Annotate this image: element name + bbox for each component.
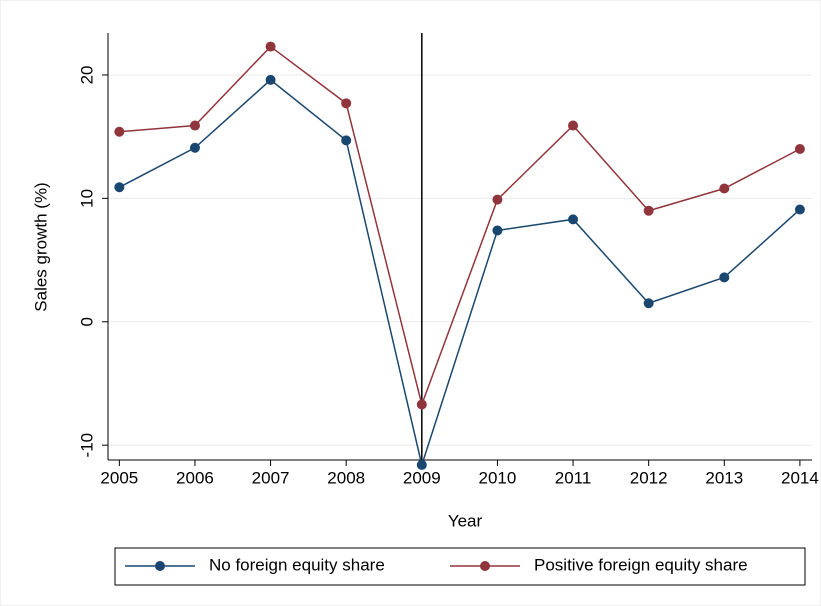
data-point: [265, 41, 276, 52]
legend-label: No foreign equity share: [209, 555, 385, 574]
series-line: [118, 78, 801, 468]
legend-marker: [155, 561, 165, 571]
data-point: [265, 74, 276, 85]
data-point: [643, 205, 654, 216]
data-point: [189, 120, 200, 131]
legend-marker: [480, 561, 490, 571]
x-tick-label: 2014: [781, 468, 819, 487]
x-axis-title: Year: [448, 511, 483, 530]
y-tick-label: 0: [77, 317, 96, 326]
data-point: [189, 142, 200, 153]
y-axis-title: Sales growth (%): [31, 182, 50, 311]
data-point: [794, 144, 805, 155]
data-point: [794, 204, 805, 215]
x-tick-label: 2007: [252, 468, 290, 487]
data-point: [341, 98, 352, 109]
x-tick-label: 2011: [555, 468, 592, 487]
legend-label: Positive foreign equity share: [534, 555, 748, 574]
data-point: [568, 120, 579, 131]
x-tick-label: 2010: [479, 468, 517, 487]
data-point: [416, 399, 427, 410]
x-tick-label: 2012: [630, 468, 668, 487]
data-point: [719, 183, 730, 194]
series-line: [119, 45, 801, 408]
x-tick-label: 2009: [403, 468, 441, 487]
x-tick-label: 2006: [176, 468, 214, 487]
data-point: [568, 214, 579, 225]
data-point: [719, 272, 730, 283]
data-point: [114, 126, 125, 137]
data-point: [643, 298, 654, 309]
data-point: [341, 135, 352, 146]
data-point: [114, 182, 125, 193]
y-tick-label: 20: [77, 65, 96, 84]
x-tick-label: 2013: [705, 468, 743, 487]
y-tick-label: 10: [77, 189, 96, 208]
x-tick-label: 2005: [100, 468, 138, 487]
data-point: [416, 459, 427, 470]
y-tick-label: -10: [77, 433, 96, 458]
data-point: [492, 225, 503, 236]
x-tick-label: 2008: [327, 468, 365, 487]
data-point: [492, 194, 503, 205]
